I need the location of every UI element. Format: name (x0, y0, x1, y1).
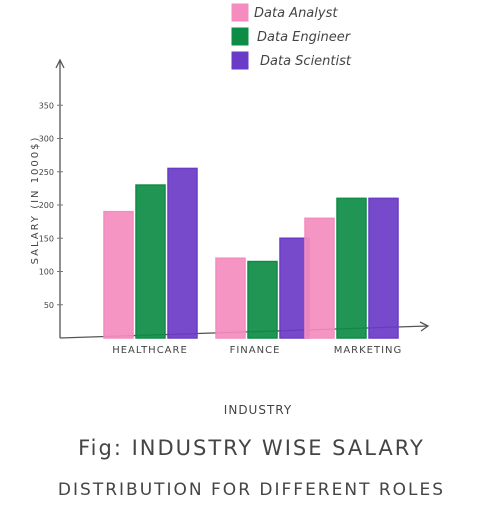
bar-data-engineer-healthcare (135, 184, 166, 339)
y-ticks: 50 100 150 200 250 300 350 (39, 101, 63, 310)
bar-data-scientist-healthcare (167, 167, 198, 339)
y-tick-label: 100 (39, 268, 54, 277)
y-tick-label: 50 (44, 301, 54, 310)
y-axis-label: SALARY (IN 1000$) (30, 136, 41, 265)
bar-data-analyst-finance (215, 257, 246, 339)
bar-data-engineer-finance (247, 260, 278, 339)
x-axis-label: INDUSTRY (224, 403, 292, 417)
bar-data-analyst-healthcare (103, 210, 134, 339)
x-tick-labels: HEALTHCARE FINANCE MARKETING (112, 345, 403, 356)
legend-label: Data Scientist (260, 54, 352, 69)
bar-data-engineer-marketing (336, 197, 367, 339)
legend-label: Data Analyst (254, 6, 338, 21)
bar-data-analyst-marketing (304, 217, 335, 339)
legend-swatch (231, 27, 249, 46)
y-tick-label: 300 (39, 135, 54, 144)
chart-title-line-1: Fig: INDUSTRY WISE SALARY (78, 436, 425, 460)
x-axis-arrow (419, 321, 430, 332)
y-tick-label: 250 (39, 168, 54, 177)
bars (103, 167, 399, 339)
x-tick-label: MARKETING (334, 345, 403, 356)
legend-swatch (231, 51, 249, 70)
y-tick-label: 200 (39, 201, 54, 210)
y-tick-label: 150 (39, 234, 54, 243)
bar-data-scientist-finance (279, 237, 310, 339)
y-tick-label: 350 (39, 101, 54, 110)
chart-title-line-2: DISTRIBUTION FOR DIFFERENT ROLES (57, 480, 446, 500)
x-tick-label: HEALTHCARE (112, 345, 188, 356)
legend-swatch (231, 3, 249, 22)
bar-data-scientist-marketing (368, 197, 399, 339)
y-axis-arrow (55, 58, 65, 69)
legend-label: Data Engineer (257, 30, 352, 45)
x-tick-label: FINANCE (230, 345, 281, 356)
legend: Data Analyst Data Engineer Data Scientist (231, 3, 352, 70)
